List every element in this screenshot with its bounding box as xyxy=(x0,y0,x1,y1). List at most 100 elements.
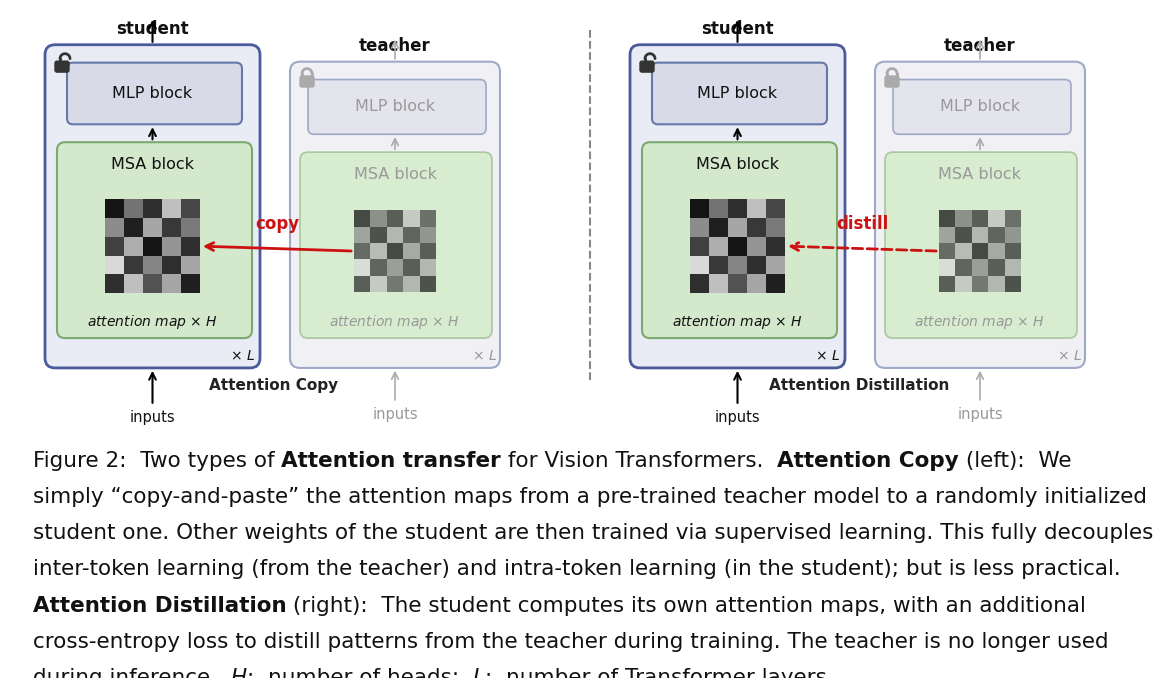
FancyBboxPatch shape xyxy=(124,275,143,294)
FancyBboxPatch shape xyxy=(972,243,989,259)
FancyBboxPatch shape xyxy=(940,259,956,275)
Text: attention map $\times$ $H$: attention map $\times$ $H$ xyxy=(672,313,803,331)
FancyBboxPatch shape xyxy=(690,199,709,218)
FancyBboxPatch shape xyxy=(161,199,181,218)
FancyBboxPatch shape xyxy=(124,218,143,237)
FancyBboxPatch shape xyxy=(371,210,387,226)
FancyBboxPatch shape xyxy=(956,226,972,243)
FancyBboxPatch shape xyxy=(940,243,956,259)
FancyBboxPatch shape xyxy=(387,275,404,292)
FancyBboxPatch shape xyxy=(143,275,161,294)
Text: MSA block: MSA block xyxy=(696,157,779,172)
Text: teacher: teacher xyxy=(359,37,431,55)
Text: copy: copy xyxy=(255,215,300,233)
FancyBboxPatch shape xyxy=(181,218,200,237)
FancyBboxPatch shape xyxy=(728,256,746,275)
FancyBboxPatch shape xyxy=(300,76,314,87)
FancyBboxPatch shape xyxy=(640,61,654,72)
FancyBboxPatch shape xyxy=(355,275,371,292)
FancyBboxPatch shape xyxy=(161,237,181,256)
FancyBboxPatch shape xyxy=(652,62,827,124)
FancyBboxPatch shape xyxy=(728,199,746,218)
FancyBboxPatch shape xyxy=(989,226,1005,243)
FancyBboxPatch shape xyxy=(940,226,956,243)
FancyBboxPatch shape xyxy=(989,243,1005,259)
Text: MLP block: MLP block xyxy=(355,100,435,115)
Text: $\times$ $L$: $\times$ $L$ xyxy=(229,349,254,363)
FancyBboxPatch shape xyxy=(371,275,387,292)
FancyBboxPatch shape xyxy=(885,76,899,87)
Text: $\times$ $L$: $\times$ $L$ xyxy=(1057,349,1081,363)
FancyBboxPatch shape xyxy=(355,226,371,243)
Text: student: student xyxy=(116,20,188,38)
FancyBboxPatch shape xyxy=(709,218,728,237)
FancyBboxPatch shape xyxy=(956,243,972,259)
FancyBboxPatch shape xyxy=(746,199,766,218)
Text: attention map $\times$ $H$: attention map $\times$ $H$ xyxy=(330,313,461,331)
FancyBboxPatch shape xyxy=(956,275,972,292)
Text: :  number of Transformer layers.: : number of Transformer layers. xyxy=(484,668,833,678)
FancyBboxPatch shape xyxy=(308,79,486,134)
FancyBboxPatch shape xyxy=(728,237,746,256)
FancyBboxPatch shape xyxy=(55,61,69,72)
FancyBboxPatch shape xyxy=(355,210,371,226)
FancyBboxPatch shape xyxy=(143,218,161,237)
FancyBboxPatch shape xyxy=(629,45,845,368)
FancyBboxPatch shape xyxy=(105,275,124,294)
FancyBboxPatch shape xyxy=(420,275,436,292)
FancyBboxPatch shape xyxy=(956,210,972,226)
Text: during inference.: during inference. xyxy=(33,668,230,678)
FancyBboxPatch shape xyxy=(1005,226,1021,243)
Text: inputs: inputs xyxy=(130,410,176,425)
Text: distill: distill xyxy=(835,215,888,233)
FancyBboxPatch shape xyxy=(105,256,124,275)
FancyBboxPatch shape xyxy=(420,226,436,243)
FancyBboxPatch shape xyxy=(766,218,785,237)
FancyBboxPatch shape xyxy=(105,218,124,237)
FancyBboxPatch shape xyxy=(746,237,766,256)
Text: inputs: inputs xyxy=(372,407,418,422)
Text: (right):  The student computes its own attention maps, with an additional: (right): The student computes its own at… xyxy=(287,595,1086,616)
FancyBboxPatch shape xyxy=(972,275,989,292)
FancyBboxPatch shape xyxy=(709,199,728,218)
FancyBboxPatch shape xyxy=(940,210,956,226)
Text: L: L xyxy=(473,668,484,678)
FancyBboxPatch shape xyxy=(181,237,200,256)
FancyBboxPatch shape xyxy=(143,256,161,275)
Text: Attention transfer: Attention transfer xyxy=(281,451,501,471)
FancyBboxPatch shape xyxy=(371,259,387,275)
Text: student one. Other weights of the student are then trained via supervised learni: student one. Other weights of the studen… xyxy=(33,523,1154,543)
FancyBboxPatch shape xyxy=(124,256,143,275)
FancyBboxPatch shape xyxy=(709,256,728,275)
FancyBboxPatch shape xyxy=(709,237,728,256)
Text: MSA block: MSA block xyxy=(938,167,1021,182)
FancyBboxPatch shape xyxy=(67,62,242,124)
Text: attention map $\times$ $H$: attention map $\times$ $H$ xyxy=(915,313,1046,331)
FancyBboxPatch shape xyxy=(766,256,785,275)
FancyBboxPatch shape xyxy=(105,237,124,256)
FancyBboxPatch shape xyxy=(371,226,387,243)
Text: Attention Distillation: Attention Distillation xyxy=(33,595,287,616)
Text: inputs: inputs xyxy=(957,407,1003,422)
FancyBboxPatch shape xyxy=(290,62,500,368)
FancyBboxPatch shape xyxy=(181,275,200,294)
FancyBboxPatch shape xyxy=(885,152,1078,338)
FancyBboxPatch shape xyxy=(143,237,161,256)
Text: H: H xyxy=(230,668,247,678)
FancyBboxPatch shape xyxy=(355,259,371,275)
FancyBboxPatch shape xyxy=(404,259,420,275)
FancyBboxPatch shape xyxy=(44,45,260,368)
Text: MSA block: MSA block xyxy=(353,167,436,182)
Text: for Vision Transformers.: for Vision Transformers. xyxy=(501,451,777,471)
FancyBboxPatch shape xyxy=(972,210,989,226)
FancyBboxPatch shape xyxy=(940,275,956,292)
FancyBboxPatch shape xyxy=(766,237,785,256)
FancyBboxPatch shape xyxy=(161,218,181,237)
FancyBboxPatch shape xyxy=(387,259,404,275)
FancyBboxPatch shape xyxy=(989,210,1005,226)
Text: inputs: inputs xyxy=(715,410,760,425)
Text: inter-token learning (from the teacher) and intra-token learning (in the student: inter-token learning (from the teacher) … xyxy=(33,559,1121,580)
Text: Attention Copy: Attention Copy xyxy=(777,451,959,471)
FancyBboxPatch shape xyxy=(420,210,436,226)
FancyBboxPatch shape xyxy=(709,275,728,294)
